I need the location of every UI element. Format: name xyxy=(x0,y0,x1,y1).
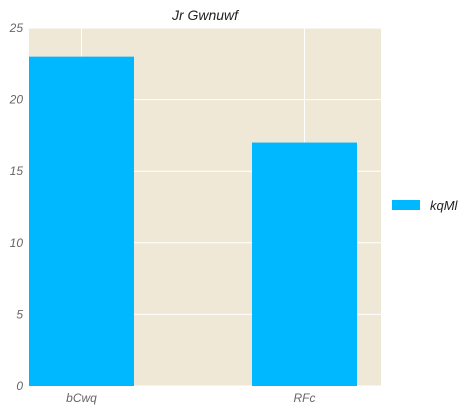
legend-label: kqMl xyxy=(430,198,459,213)
y-tick-label: 25 xyxy=(9,21,24,35)
y-tick-label: 0 xyxy=(16,379,23,393)
bar-bCwq xyxy=(29,56,134,386)
y-tick-label: 10 xyxy=(10,236,24,250)
legend: kqMl xyxy=(392,198,459,213)
bar-RFc xyxy=(252,142,357,386)
x-axis-ticks: bCwq RFc xyxy=(66,391,315,405)
x-tick-label: RFc xyxy=(294,391,316,405)
bars xyxy=(29,56,357,386)
y-axis-ticks: 0 5 10 15 20 25 xyxy=(9,21,24,393)
y-tick-label: 15 xyxy=(10,164,24,178)
x-tick-label: bCwq xyxy=(66,391,97,405)
y-tick-label: 20 xyxy=(9,93,24,107)
legend-swatch xyxy=(392,200,420,210)
chart-title: Jr Gwnuwf xyxy=(171,7,240,23)
y-tick-label: 5 xyxy=(16,307,23,321)
